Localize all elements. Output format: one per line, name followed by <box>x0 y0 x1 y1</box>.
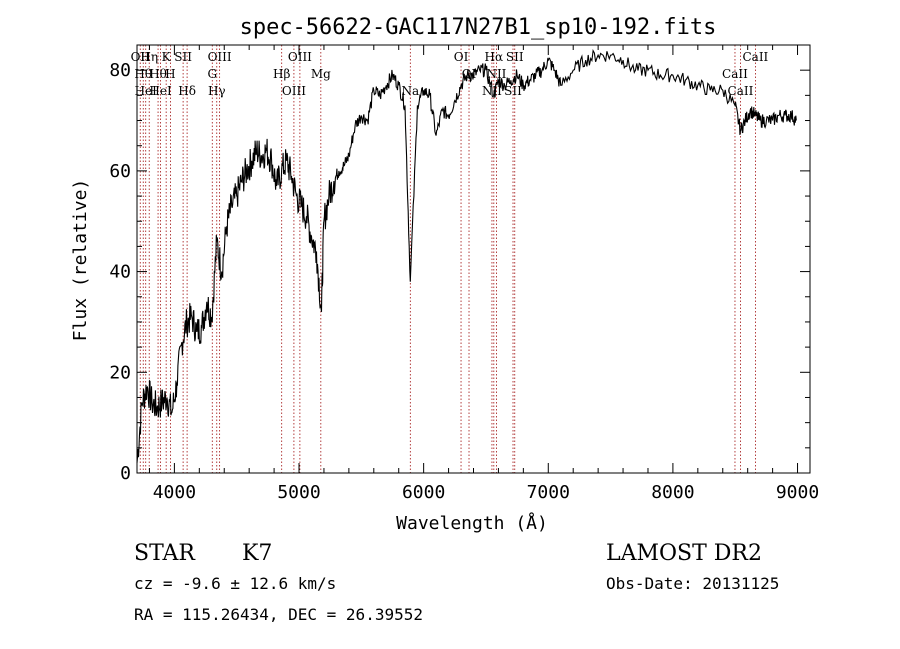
line-marker-label-8: Hδ <box>178 84 196 98</box>
redshift-velocity: cz = -9.6 ± 12.6 km/s <box>134 574 336 593</box>
line-marker-label-21: Hα <box>485 50 504 64</box>
line-marker-label-6: K <box>162 50 172 64</box>
survey-name: LAMOST DR2 <box>606 541 762 566</box>
chart-title: spec-56622-GAC117N27B1_sp10-192.fits <box>240 15 717 40</box>
observation-date: Obs-Date: 20131125 <box>606 574 779 593</box>
line-marker-label-10: G <box>207 67 217 81</box>
line-marker-label-4: Hθ <box>149 67 167 81</box>
spectral-line-markers <box>139 45 756 473</box>
spectral-line-labels: OIIHθHeIHηHθHeIKHHδSIIGHγOIIIHβOIIIOIIIM… <box>131 50 769 98</box>
line-marker-label-17: Na <box>401 84 419 98</box>
line-marker-label-25: CaII <box>722 67 748 81</box>
object-subclass: K7 <box>242 541 272 566</box>
x-tick-label-4: 8000 <box>651 482 694 503</box>
line-marker-label-16: Mg <box>311 67 331 81</box>
x-tick-label-0: 4000 <box>153 482 196 503</box>
y-axis-label: Flux (relative) <box>70 179 91 342</box>
line-marker-label-11: Hγ <box>208 84 226 98</box>
info-block: STAR K7 LAMOST DR2 cz = -9.6 ± 12.6 km/s… <box>134 541 779 624</box>
object-class: STAR <box>134 541 196 566</box>
line-marker-label-15: OIII <box>288 50 312 64</box>
spectrum-line <box>136 48 797 463</box>
plot-frame <box>136 44 811 474</box>
y-tick-label-3: 60 <box>109 161 131 182</box>
line-marker-label-5: HeI <box>149 84 172 98</box>
line-marker-label-22: NII <box>486 67 506 81</box>
line-marker-label-18: OI <box>454 50 469 64</box>
line-marker-label-13: Hβ <box>273 67 290 81</box>
y-tick-label-1: 20 <box>109 362 131 383</box>
line-marker-label-14: OIII <box>282 84 306 98</box>
line-marker-label-9: SII <box>174 50 192 64</box>
line-marker-label-3: Hη <box>140 50 158 64</box>
x-tick-label-1: 5000 <box>277 482 320 503</box>
x-tick-label-3: 7000 <box>527 482 570 503</box>
coordinates: RA = 115.26434, DEC = 26.39552 <box>134 605 423 624</box>
y-tick-label-0: 0 <box>120 463 131 484</box>
line-marker-label-12: OIII <box>208 50 232 64</box>
x-tick-label-5: 9000 <box>776 482 819 503</box>
x-tick-label-2: 6000 <box>402 482 445 503</box>
y-axis: 0 20 40 60 80 <box>109 44 810 484</box>
x-axis: 4000 5000 6000 7000 8000 9000 <box>148 45 819 503</box>
line-marker-label-0: OII <box>131 50 151 64</box>
line-marker-label-7: H <box>165 67 175 81</box>
y-tick-label-2: 40 <box>109 262 131 283</box>
line-marker-label-27: CaII <box>742 50 768 64</box>
line-marker-label-2: HeI <box>135 84 158 98</box>
line-marker-label-26: CaII <box>728 84 754 98</box>
line-marker-label-23: SII <box>504 84 522 98</box>
y-tick-label-4: 80 <box>109 60 131 81</box>
line-marker-label-24: SII <box>506 50 524 64</box>
x-axis-label: Wavelength (Å) <box>396 512 548 534</box>
